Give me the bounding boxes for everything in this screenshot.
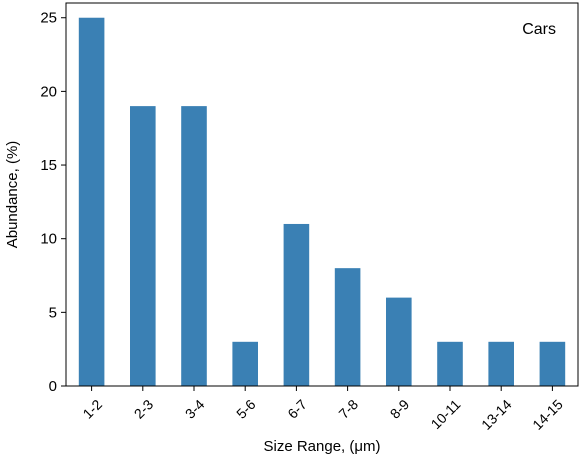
y-tick-label: 25	[40, 10, 57, 27]
x-tick-label: 10-11	[428, 396, 464, 432]
chart-annotation: Cars	[522, 21, 556, 38]
y-axis: 0 5 10 15 20 25	[40, 10, 66, 395]
bar-10-11	[437, 341, 463, 386]
bar-14-15	[539, 341, 566, 386]
x-tick-label: 5-6	[233, 396, 259, 422]
x-axis: 1-2 2-3 3-4 5-6 6-7 7-8 8-9 10-11 13-14 14-15	[79, 386, 566, 433]
bar-3-4	[181, 106, 207, 386]
y-tick-label: 20	[40, 83, 57, 100]
bar-2-3	[130, 106, 156, 386]
bar-6-7	[283, 223, 310, 386]
bar-1-2	[78, 17, 105, 386]
x-tick-label: 2-3	[131, 396, 157, 422]
x-tick-label: 6-7	[284, 396, 310, 422]
x-tick-label: 7-8	[335, 396, 361, 422]
bar-8-9	[386, 297, 412, 386]
bar-13-14	[488, 341, 514, 386]
y-tick-label: 0	[49, 378, 57, 395]
x-tick-label: 13-14	[478, 396, 515, 433]
x-axis-label: Size Range, (μm)	[263, 438, 380, 455]
plot-frame	[65, 2, 579, 387]
x-tick-label: 3-4	[182, 396, 208, 422]
y-axis-label: Abundance, (%)	[4, 141, 21, 249]
x-tick-label: 1-2	[79, 396, 105, 422]
y-tick-label: 15	[40, 157, 57, 174]
x-tick-label: 8-9	[387, 396, 413, 422]
y-tick-label: 10	[40, 231, 57, 248]
x-tick-label: 14-15	[529, 396, 566, 433]
bar-7-8	[334, 268, 361, 386]
y-tick-label: 5	[49, 304, 57, 321]
bars-group	[78, 17, 566, 386]
bar-5-6	[232, 341, 258, 386]
